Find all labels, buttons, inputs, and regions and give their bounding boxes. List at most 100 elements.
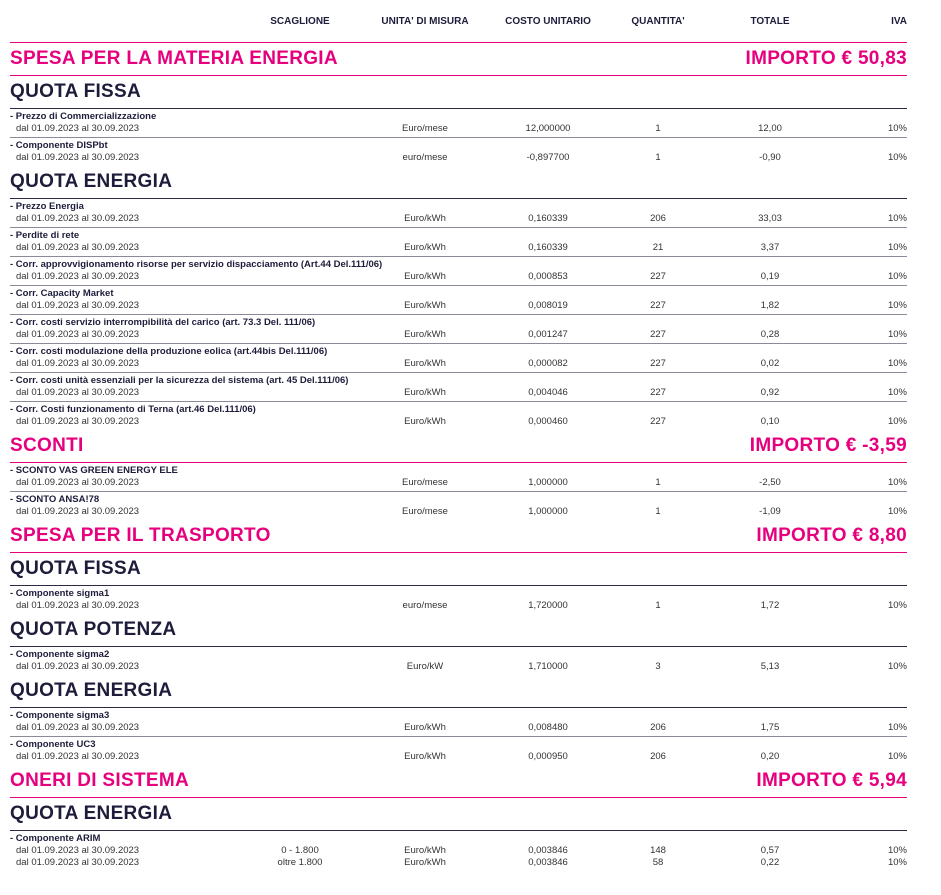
- group-title: QUOTA ENERGIA: [10, 680, 173, 701]
- total: 3,37: [760, 242, 780, 253]
- table-row: - Perdite di rete dal 01.09.2023 al 30.09…: [10, 228, 907, 257]
- period: dal 01.09.2023 al 30.09.2023: [16, 358, 140, 369]
- item-name: - Corr. approvvigionamento risorse per s…: [10, 259, 383, 270]
- quantity: 227: [650, 271, 666, 282]
- quantity: 206: [650, 722, 666, 733]
- iva: 10%: [887, 857, 907, 868]
- iva: 10%: [887, 845, 907, 856]
- section-title: ONERI DI SISTEMA: [10, 770, 189, 791]
- unit: euro/mese: [402, 152, 448, 163]
- unit: Euro/kWh: [404, 329, 446, 340]
- total: 0,10: [760, 416, 780, 427]
- quantity: 227: [650, 329, 666, 340]
- period: dal 01.09.2023 al 30.09.2023: [16, 751, 140, 762]
- item-detail-row: dal 01.09.2023 al 30.09.2023 Euro/kWh 0,00…: [10, 271, 907, 283]
- table-row: - Componente DISPbt dal 01.09.2023 al 30.…: [10, 138, 907, 166]
- item-name: - Prezzo Energia: [10, 201, 84, 212]
- item-name: - Corr. costi unità essenziali per la si…: [10, 375, 349, 386]
- unit-cost: 0,000950: [528, 751, 568, 762]
- period: dal 01.09.2023 al 30.09.2023: [16, 271, 140, 282]
- item-name: - Componente sigma1: [10, 588, 110, 599]
- total: 0,19: [760, 271, 780, 282]
- iva: 10%: [887, 600, 907, 611]
- iva: 10%: [887, 123, 907, 134]
- section-header: SCONTI IMPORTO € -3,59: [10, 430, 907, 463]
- unit-cost: -0,897700: [526, 152, 570, 163]
- iva: 10%: [887, 358, 907, 369]
- unit: Euro/kWh: [404, 387, 446, 398]
- item-detail-row: dal 01.09.2023 al 30.09.2023 Euro/kWh 0,00…: [10, 329, 907, 341]
- item-detail-row: dal 01.09.2023 al 30.09.2023 oltre 1.800 E…: [10, 857, 907, 869]
- unit-cost: 0,008019: [528, 300, 568, 311]
- iva: 10%: [887, 751, 907, 762]
- item-name: - Componente sigma3: [10, 710, 110, 721]
- total: 5,13: [760, 661, 780, 672]
- table-row: - Corr. approvvigionamento risorse per s…: [10, 257, 907, 286]
- unit: Euro/kWh: [404, 271, 446, 282]
- table-row: - Corr. Capacity Market dal 01.09.2023 al…: [10, 286, 907, 315]
- group-header: QUOTA ENERGIA: [10, 166, 907, 199]
- charges-table: SPESA PER LA MATERIA ENERGIA IMPORTO € 50…: [10, 42, 907, 871]
- quantity: 227: [650, 416, 666, 427]
- unit-cost: 1,710000: [528, 661, 568, 672]
- item-name: - Perdite di rete: [10, 230, 80, 241]
- unit: Euro/mese: [402, 506, 448, 517]
- iva: 10%: [887, 271, 907, 282]
- unit-cost: 1,000000: [528, 506, 568, 517]
- table-row: - Componente ARIM dal 01.09.2023 al 30.09…: [10, 831, 907, 871]
- total: 1,72: [760, 600, 780, 611]
- period: dal 01.09.2023 al 30.09.2023: [16, 845, 140, 856]
- item-detail-row: dal 01.09.2023 al 30.09.2023 Euro/kWh 0,16…: [10, 213, 907, 225]
- period: dal 01.09.2023 al 30.09.2023: [16, 242, 140, 253]
- unit: Euro/kWh: [404, 751, 446, 762]
- group-header: QUOTA ENERGIA: [10, 675, 907, 708]
- unit-cost: 0,008480: [528, 722, 568, 733]
- item-name: - Componente sigma2: [10, 649, 110, 660]
- section-header: ONERI DI SISTEMA IMPORTO € 5,94: [10, 765, 907, 798]
- iva: 10%: [887, 416, 907, 427]
- unit: Euro/kWh: [404, 857, 446, 868]
- section-amount: IMPORTO € 50,83: [745, 48, 907, 69]
- group-title: QUOTA FISSA: [10, 81, 142, 102]
- unit-cost: 0,004046: [528, 387, 568, 398]
- item-name: - Componente UC3: [10, 739, 96, 750]
- section-title: SPESA PER IL TRASPORTO: [10, 525, 271, 546]
- group-title: QUOTA FISSA: [10, 558, 142, 579]
- period: dal 01.09.2023 al 30.09.2023: [16, 213, 140, 224]
- item-name: - SCONTO ANSA!78: [10, 494, 100, 505]
- total: 0,28: [760, 329, 780, 340]
- total: 1,75: [760, 722, 780, 733]
- quantity: 227: [650, 358, 666, 369]
- table-row: - Corr. Costi funzionamento di Terna (ar…: [10, 402, 907, 430]
- item-detail-row: dal 01.09.2023 al 30.09.2023 0 - 1.800 Eur…: [10, 845, 907, 857]
- item-name: - Corr. costi modulazione della produzio…: [10, 346, 328, 357]
- table-row: - Componente UC3 dal 01.09.2023 al 30.09.…: [10, 737, 907, 765]
- column-header-unita: UNITA' DI MISURA: [381, 16, 469, 27]
- period: dal 01.09.2023 al 30.09.2023: [16, 661, 140, 672]
- quantity: 21: [652, 242, 664, 253]
- unit-cost: 0,001247: [528, 329, 568, 340]
- total: 0,57: [760, 845, 780, 856]
- table-row: - Prezzo di Commercializzazione dal 01.09…: [10, 109, 907, 138]
- column-header-quantita: QUANTITA': [631, 16, 685, 27]
- total: -0,90: [759, 152, 781, 163]
- section-header: SPESA PER IL TRASPORTO IMPORTO € 8,80: [10, 520, 907, 553]
- unit: Euro/kWh: [404, 242, 446, 253]
- item-detail-row: dal 01.09.2023 al 30.09.2023 Euro/mese 1,0…: [10, 477, 907, 489]
- section-header: SPESA PER LA MATERIA ENERGIA IMPORTO € 50…: [10, 43, 907, 76]
- total: 1,82: [760, 300, 780, 311]
- period: dal 01.09.2023 al 30.09.2023: [16, 722, 140, 733]
- item-detail-row: dal 01.09.2023 al 30.09.2023 Euro/kWh 0,16…: [10, 242, 907, 254]
- quantity: 206: [650, 213, 666, 224]
- item-detail-row: dal 01.09.2023 al 30.09.2023 Euro/kWh 0,00…: [10, 751, 907, 763]
- unit: Euro/kWh: [404, 722, 446, 733]
- item-name: - Corr. Costi funzionamento di Terna (ar…: [10, 404, 256, 415]
- group-header: QUOTA FISSA: [10, 553, 907, 586]
- unit-cost: 1,720000: [528, 600, 568, 611]
- iva: 10%: [887, 387, 907, 398]
- table-row: - Prezzo Energia dal 01.09.2023 al 30.09.…: [10, 199, 907, 228]
- iva: 10%: [887, 722, 907, 733]
- table-row: - Componente sigma1 dal 01.09.2023 al 30.…: [10, 586, 907, 614]
- iva: 10%: [887, 213, 907, 224]
